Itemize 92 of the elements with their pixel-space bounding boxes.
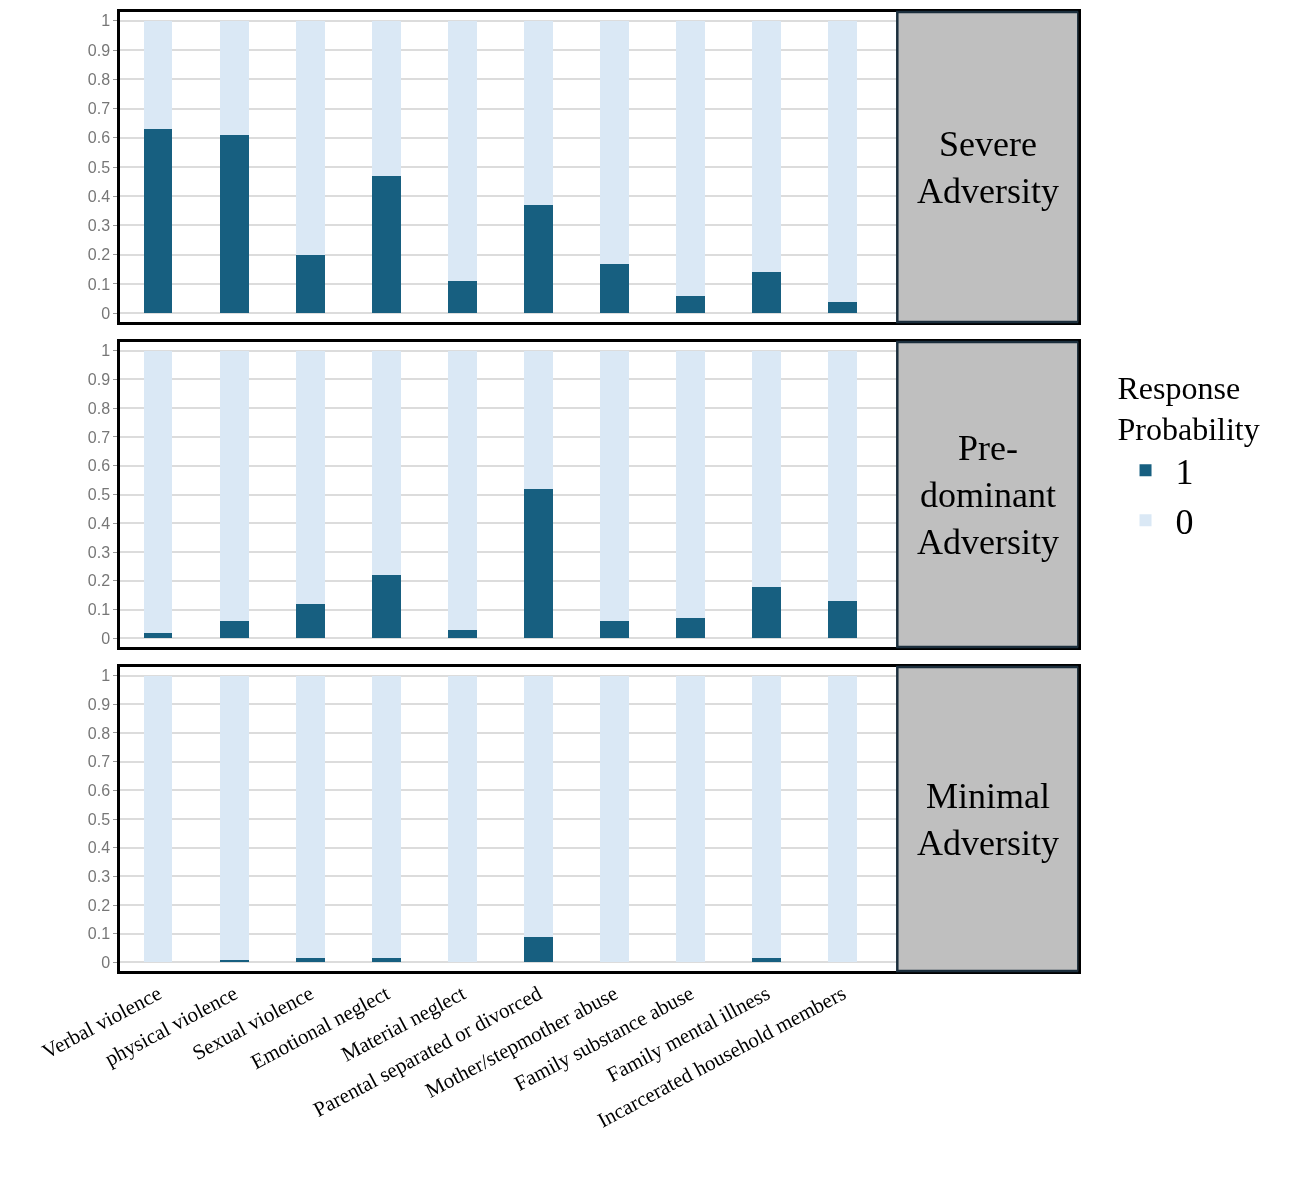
bar <box>675 350 705 619</box>
y-tick-label: 0.5 <box>87 158 111 176</box>
y-tick-label: 0.4 <box>87 514 111 532</box>
bar <box>828 675 857 963</box>
bar <box>371 958 401 963</box>
y-tick-label: 1 <box>101 12 111 30</box>
y-tick-label: 0.1 <box>87 925 111 943</box>
bar <box>752 958 781 963</box>
bar <box>752 350 781 587</box>
y-tick-label: 0.6 <box>87 457 111 475</box>
bar <box>219 350 249 622</box>
y-tick-label: 0.9 <box>87 41 111 59</box>
bar <box>447 281 477 314</box>
y-tick-label: 1 <box>101 342 111 360</box>
y-tick-label: 0.2 <box>87 246 111 264</box>
bar <box>295 675 325 959</box>
text: Minimal Adversity <box>917 776 1059 863</box>
y-tick-label: 0.5 <box>87 810 111 828</box>
bar <box>599 263 629 314</box>
bar <box>752 272 781 314</box>
bar <box>752 675 781 959</box>
y-tick-label: 0.3 <box>87 543 111 561</box>
legend-label: 0 <box>1175 502 1194 543</box>
bar <box>675 618 705 639</box>
bar <box>523 20 553 206</box>
bar <box>447 675 477 963</box>
bar <box>675 295 705 314</box>
bar <box>523 675 553 937</box>
bar <box>295 350 325 604</box>
bar <box>219 134 249 314</box>
bar <box>523 350 553 489</box>
bar <box>828 350 857 601</box>
y-tick-label: 0 <box>101 954 111 971</box>
bar <box>295 254 325 314</box>
bar <box>523 205 553 314</box>
bar <box>447 350 477 630</box>
bar <box>599 675 629 963</box>
y-tick-label: 0.5 <box>87 486 111 504</box>
y-tick-label: 0.7 <box>87 428 111 446</box>
bar <box>828 600 857 639</box>
bar <box>523 936 553 963</box>
y-tick-label: 0.7 <box>87 753 111 771</box>
bar <box>675 675 705 963</box>
y-tick-label: 0.9 <box>87 695 111 713</box>
bar <box>599 350 629 622</box>
bar <box>295 20 325 255</box>
bar <box>371 350 401 576</box>
y-tick-label: 0.8 <box>87 724 111 742</box>
y-tick-label: 0.4 <box>87 839 111 857</box>
legend-label: 1 <box>1175 452 1194 493</box>
y-tick-label: 0.1 <box>87 601 111 619</box>
legend-title: Response Probability <box>1117 369 1260 448</box>
bar <box>675 20 705 296</box>
bar <box>371 675 401 959</box>
y-tick-label: 0.9 <box>87 371 111 389</box>
y-tick-label: 0 <box>101 304 111 322</box>
y-tick-label: 0.7 <box>87 100 111 118</box>
bar <box>752 20 781 273</box>
bar <box>752 586 781 639</box>
text: Severe Adversity <box>917 124 1059 211</box>
bar <box>447 629 477 639</box>
bar <box>828 20 857 302</box>
y-tick-label: 0.6 <box>87 129 111 147</box>
bar <box>143 20 173 129</box>
y-tick-label: 0 <box>101 629 111 647</box>
y-tick-label: 0.1 <box>87 275 111 293</box>
y-tick-label: 0.2 <box>87 896 111 914</box>
bar <box>523 488 553 639</box>
bar <box>295 603 325 639</box>
bar <box>599 621 629 639</box>
bar <box>371 20 401 176</box>
y-tick-label: 0.8 <box>87 70 111 88</box>
bar <box>828 301 857 314</box>
bar <box>371 175 401 314</box>
y-tick-label: 0.3 <box>87 217 111 235</box>
y-tick-label: 0.4 <box>87 187 111 205</box>
y-tick-label: 0.6 <box>87 781 111 799</box>
bar <box>143 350 173 633</box>
bar <box>599 20 629 264</box>
bar <box>219 675 249 960</box>
bar <box>219 621 249 639</box>
bar <box>219 20 249 135</box>
y-tick-label: 0.8 <box>87 399 111 417</box>
bar <box>143 128 173 314</box>
text: Pre-dominant Adversity <box>917 428 1059 562</box>
y-tick-label: 0.2 <box>87 572 111 590</box>
y-tick-label: 1 <box>101 667 111 685</box>
bar <box>371 575 401 639</box>
bar <box>447 20 477 282</box>
bar <box>295 958 325 963</box>
y-tick-label: 0.3 <box>87 867 111 885</box>
bar <box>143 675 173 963</box>
